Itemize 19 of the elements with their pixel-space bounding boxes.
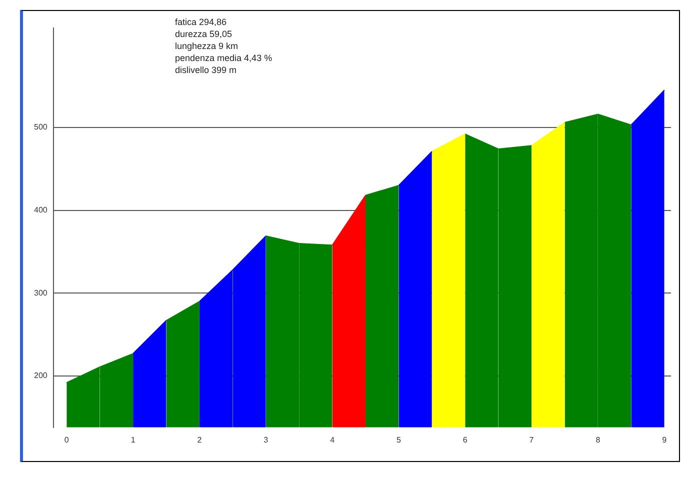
y-tick-label: 300 bbox=[34, 288, 48, 298]
y-tick-label: 400 bbox=[34, 206, 48, 214]
x-tick-label: 0 bbox=[64, 435, 70, 444]
y-tick-label: 500 bbox=[34, 122, 48, 132]
x-tick-label: 8 bbox=[596, 435, 601, 444]
annotation: dislivello 399 m bbox=[175, 64, 238, 76]
annotation: pendenza media 4,43 % bbox=[175, 52, 272, 64]
x-tick-label: 2 bbox=[197, 435, 202, 444]
x-tick-label: 1 bbox=[130, 435, 136, 444]
x-tick-label: 6 bbox=[462, 435, 468, 444]
text: fatica 294,86 bbox=[175, 16, 228, 28]
x-tick-label: 3 bbox=[264, 435, 269, 444]
annotation: lunghezza 9 km bbox=[175, 40, 240, 52]
annotation: durezza 59,05 bbox=[175, 28, 234, 40]
y-tick-label: 200 bbox=[34, 371, 48, 380]
x-tick-label: 9 bbox=[662, 435, 668, 444]
x-tick-label: 5 bbox=[396, 435, 402, 444]
x-tick-label: 4 bbox=[330, 435, 336, 444]
x-tick-label: 7 bbox=[529, 435, 534, 444]
